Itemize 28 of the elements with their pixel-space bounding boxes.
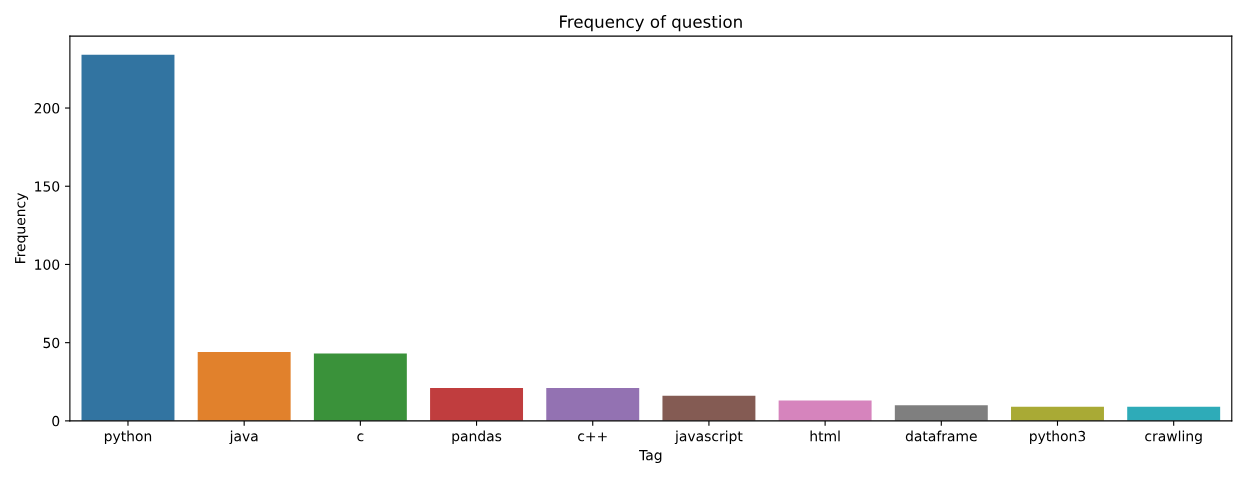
x-tick-label: html <box>810 430 840 442</box>
bar <box>894 405 988 421</box>
x-tick-label: crawling <box>1145 430 1202 445</box>
x-tick-label: pandas <box>452 430 502 445</box>
bar <box>1127 406 1221 421</box>
x-tick-label: python <box>104 430 152 445</box>
bar <box>662 395 756 421</box>
bar <box>313 353 407 421</box>
bar <box>197 352 291 421</box>
bar <box>430 388 524 421</box>
x-tick-label: c <box>357 433 364 442</box>
bar <box>546 388 640 421</box>
y-tick-label: 200 <box>34 103 60 114</box>
x-tick-label: javascript <box>674 430 743 445</box>
y-tick-label: 100 <box>35 259 60 270</box>
y-axis-title: Frequency <box>15 193 29 263</box>
x-axis-title: Tag <box>639 450 662 464</box>
x-tick-label: java <box>229 430 258 445</box>
x-tick-label: c++ <box>578 432 607 442</box>
y-tick-label: 0 <box>52 415 60 427</box>
bar <box>1011 406 1104 421</box>
y-tick-label: 150 <box>35 181 60 192</box>
y-tick-label: 50 <box>43 337 60 349</box>
chart-title: Frequency of question <box>560 15 742 32</box>
x-tick-label: python3 <box>1030 430 1086 445</box>
x-tick-label: dataframe <box>905 430 977 442</box>
bar <box>778 400 872 421</box>
bar <box>81 54 175 421</box>
